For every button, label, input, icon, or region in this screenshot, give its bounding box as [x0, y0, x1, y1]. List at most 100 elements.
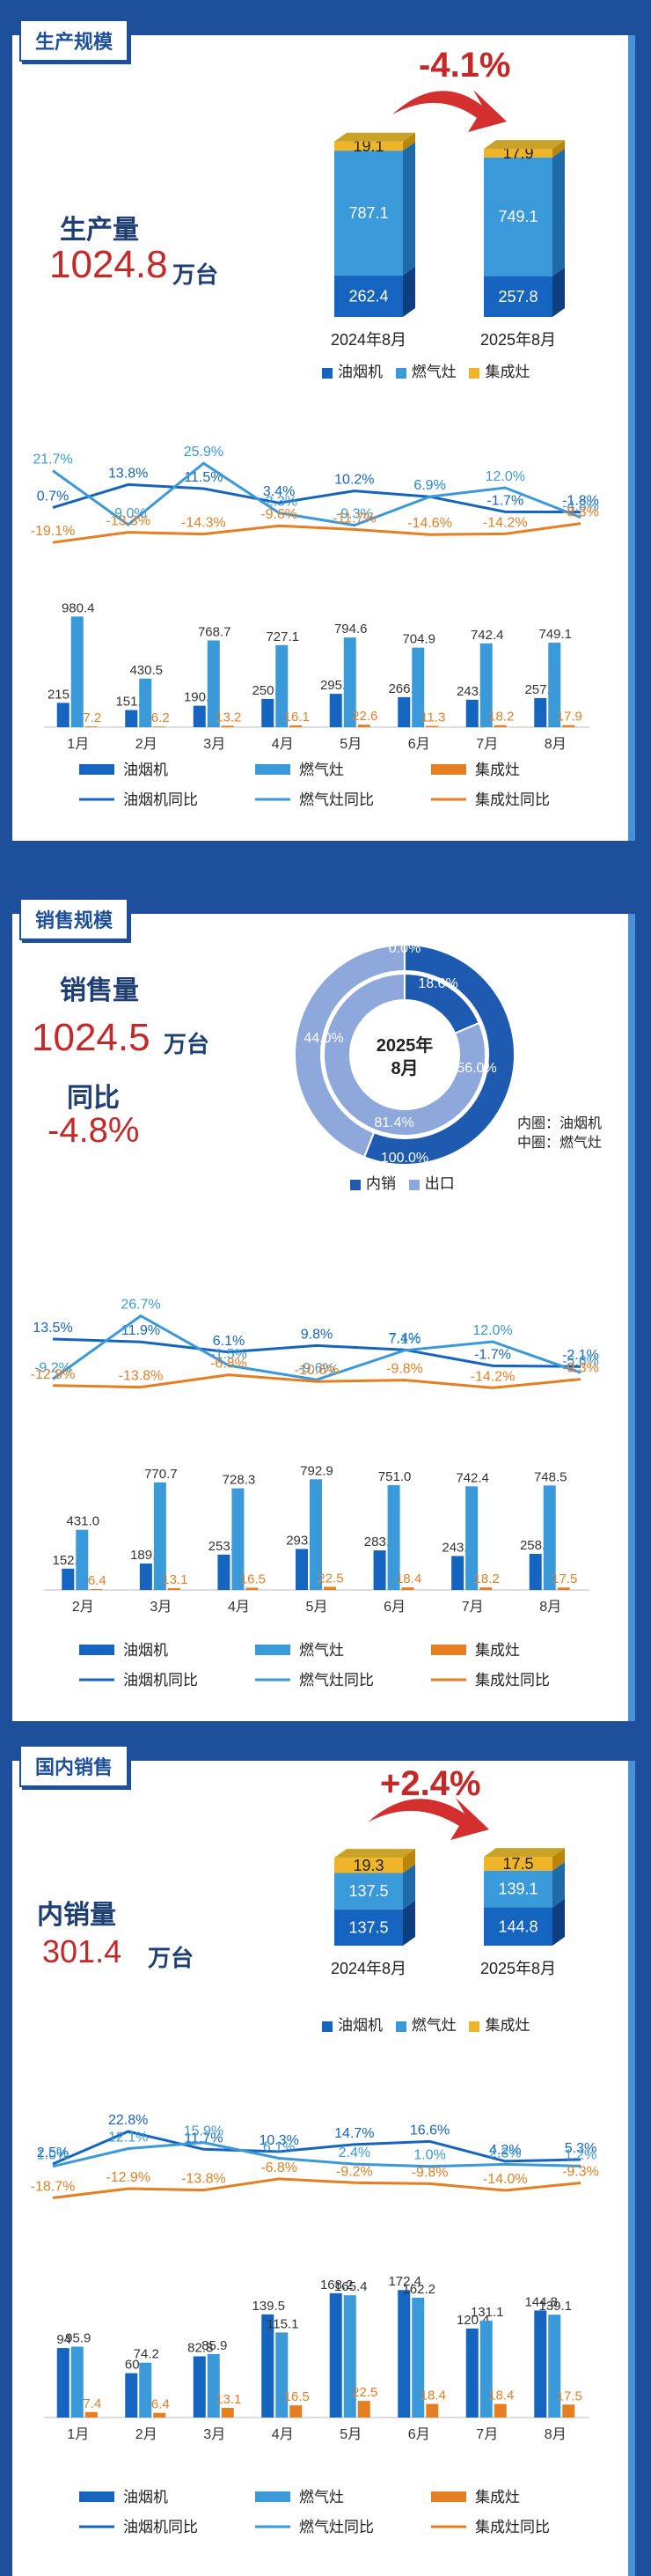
donut-label: 56.0%	[457, 1061, 496, 1076]
sales-unit: 万台	[164, 1031, 210, 1057]
stack-side	[552, 1848, 565, 1871]
sales-yoy-label: 同比	[67, 1084, 120, 1113]
bar-燃气灶	[310, 1479, 322, 1590]
bar-燃气灶	[412, 647, 425, 727]
production-value: 1024.8	[49, 243, 168, 286]
legend-label: 油烟机同比	[123, 791, 198, 808]
legend-label: 集成灶同比	[475, 2519, 550, 2536]
tick-label: 2月	[72, 1600, 94, 1615]
bar-label-油烟机: 94	[56, 2332, 71, 2347]
bar-label-油烟机: 139.5	[252, 2299, 285, 2314]
donut-gas-export	[294, 943, 406, 1159]
line-label-燃气灶同比: -1.5%	[210, 1347, 247, 1362]
stack-segment	[484, 1870, 552, 1908]
stack-side	[403, 1864, 415, 1910]
bar-油烟机	[451, 1556, 464, 1590]
bar-油烟机	[529, 1554, 542, 1590]
line-label-燃气灶同比: -5.6%	[562, 1354, 599, 1369]
line-label-燃气灶同比: 1.2%	[565, 2147, 596, 2162]
donut-hood-export	[323, 972, 486, 1137]
stack-label: 787.1	[348, 204, 388, 222]
production-yoy-line-chart: 0.7% 13.8% 11.5% 3.4% 10.2% 6.9% -1.7% -1.8% 21.…	[31, 445, 599, 544]
stack-label: 17.5	[502, 1855, 533, 1873]
bar-燃气灶	[76, 1529, 89, 1590]
bar-集成灶	[357, 725, 370, 727]
line-label-燃气灶同比: -9.2%	[34, 1360, 71, 1375]
stack-side	[552, 1898, 565, 1946]
tick-label: 1月	[67, 2427, 89, 2442]
bar-label-集成灶: 13.1	[216, 2392, 241, 2407]
line-燃气灶同比	[52, 461, 582, 527]
line-label-集成灶同比: -14.2%	[471, 1369, 516, 1384]
stack-segment	[484, 149, 552, 158]
bar-label-集成灶: 22.6	[352, 709, 377, 724]
domestic-label: 内销量	[37, 1901, 116, 1930]
tick-label: 7月	[462, 1600, 484, 1615]
line-label-集成灶同比: -11.7%	[333, 511, 377, 526]
line-label-油烟机同比: 6.1%	[213, 1334, 245, 1349]
bar-label-燃气灶: 751.0	[378, 1469, 412, 1484]
line-油烟机同比	[52, 1337, 582, 1368]
line-label-集成灶同比: -9.3%	[562, 1361, 599, 1376]
stack-label: 749.1	[498, 208, 538, 225]
domestic-change: +2.4%	[380, 1764, 481, 1803]
line-label-油烟机同比: 11.5%	[184, 470, 223, 485]
bar-集成灶	[289, 2405, 303, 2418]
stack-side	[403, 132, 415, 151]
line-label-燃气灶同比: 12.1%	[108, 2131, 148, 2145]
bar-label-集成灶: 18.2	[488, 710, 514, 725]
bar-油烟机	[125, 710, 138, 727]
line-label-集成灶同比: -6.8%	[210, 1357, 247, 1372]
production-tab: 生产规模	[19, 19, 129, 62]
bar-集成灶	[153, 2412, 166, 2418]
legend-label: 集成灶同比	[475, 791, 550, 808]
line-label-燃气灶同比: 2.3%	[489, 2145, 521, 2160]
tick-label: 8月	[545, 737, 567, 752]
production-bar-chart: 215.5980.47.21月151.8430.56.22月190.4768.7…	[44, 600, 589, 752]
bar-label-集成灶: 18.2	[474, 1571, 500, 1586]
line-label-油烟机同比: 6.9%	[413, 478, 445, 493]
stack-segment	[334, 1909, 403, 1946]
bar-燃气灶	[70, 2346, 84, 2418]
bar-label-油烟机: 172.4	[388, 2274, 421, 2289]
bar-燃气灶	[275, 644, 289, 727]
bar-label-集成灶: 13.1	[162, 1572, 187, 1587]
donut-note-mid: 中圈：燃气灶	[517, 1136, 603, 1151]
stack-side	[552, 1861, 565, 1908]
stack-label: 262.4	[348, 287, 388, 305]
tick-label: 8月	[545, 2427, 567, 2442]
donut-center-title: 2025年	[377, 1034, 434, 1056]
donut-center	[352, 1002, 457, 1108]
stack-side	[403, 142, 415, 276]
line-label-油烟机同比: 10.3%	[259, 2133, 298, 2148]
stack-segment	[334, 1858, 403, 1873]
legend-label: 油烟机	[123, 762, 168, 778]
line-label-燃气灶同比: -9.0%	[110, 506, 147, 521]
bar-label-燃气灶: 165.4	[334, 2279, 368, 2294]
bar-label-燃气灶: 95.9	[65, 2330, 91, 2345]
bar-油烟机	[398, 696, 411, 727]
bar-油烟机	[125, 2373, 138, 2418]
stack-segment	[484, 1907, 552, 1946]
sales-tab: 销售规模	[19, 898, 129, 940]
tick-label: 5月	[340, 2427, 362, 2442]
line-label-集成灶同比: -14.6%	[407, 516, 452, 531]
tick-label: 8月	[539, 1600, 561, 1615]
sales-donut-chart: 2025年 8月 0.0% 18.6% 56.0% 100.0% 44.0% 81.4%	[294, 941, 516, 1166]
donut-label: 100.0%	[381, 1151, 428, 1166]
tick-label: 5月	[306, 1600, 328, 1615]
bar-油烟机	[329, 694, 342, 727]
stack-column-label: 2024年8月	[331, 331, 406, 349]
tick-label: 5月	[340, 737, 362, 752]
bar-集成灶	[245, 1587, 259, 1590]
bar-label-集成灶: 22.5	[352, 2385, 377, 2400]
domestic-stack-legend: 油烟机 燃气灶 集成灶	[322, 2013, 530, 2035]
donut-label: 81.4%	[374, 1115, 413, 1130]
stack-segment	[484, 276, 552, 317]
bar-油烟机	[534, 2310, 547, 2418]
bar-集成灶	[221, 725, 234, 727]
donut-label: 18.6%	[418, 976, 457, 991]
line-label-集成灶同比: -13.3%	[106, 514, 150, 529]
legend-swatch	[431, 1645, 466, 1655]
bar-label-燃气灶: 728.3	[223, 1473, 256, 1488]
